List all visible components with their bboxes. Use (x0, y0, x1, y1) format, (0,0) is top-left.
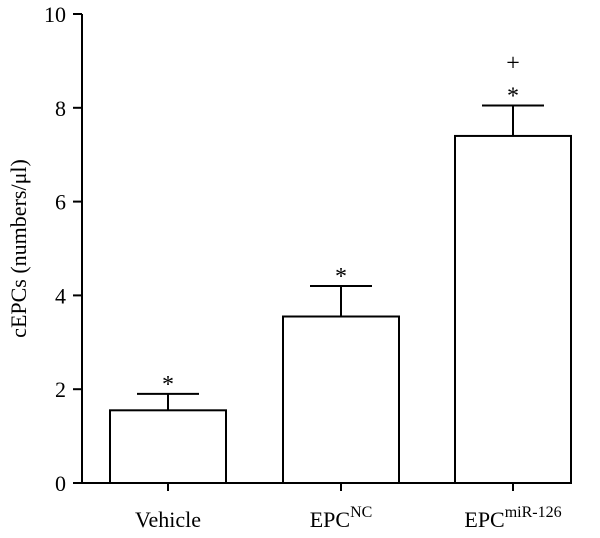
bar (454, 134, 572, 484)
y-tick-label: 6 (55, 190, 66, 215)
significance-asterisk: * (507, 83, 519, 109)
x-tick-label: Vehicle (135, 507, 201, 532)
y-ticks: 0 2 4 6 8 10 (44, 2, 514, 496)
y-tick-label: 8 (55, 96, 66, 121)
significance-plus: + (506, 50, 520, 76)
y-tick-label: 4 (55, 283, 66, 308)
bars: * * * + (109, 50, 572, 484)
y-tick-label: 10 (44, 2, 66, 27)
x-tick-label: EPCmiR-126 (464, 504, 561, 532)
y-tick-label: 2 (55, 377, 66, 402)
significance-asterisk: * (335, 264, 347, 290)
x-tick-labels: Vehicle EPCNC EPCmiR-126 (135, 504, 562, 532)
significance-asterisk: * (162, 372, 174, 398)
bar (109, 409, 227, 484)
y-axis-title: cEPCs (numbers/μl) (6, 159, 31, 338)
bar (282, 315, 400, 484)
y-tick-label: 0 (55, 471, 66, 496)
x-tick-label: EPCNC (310, 504, 373, 532)
